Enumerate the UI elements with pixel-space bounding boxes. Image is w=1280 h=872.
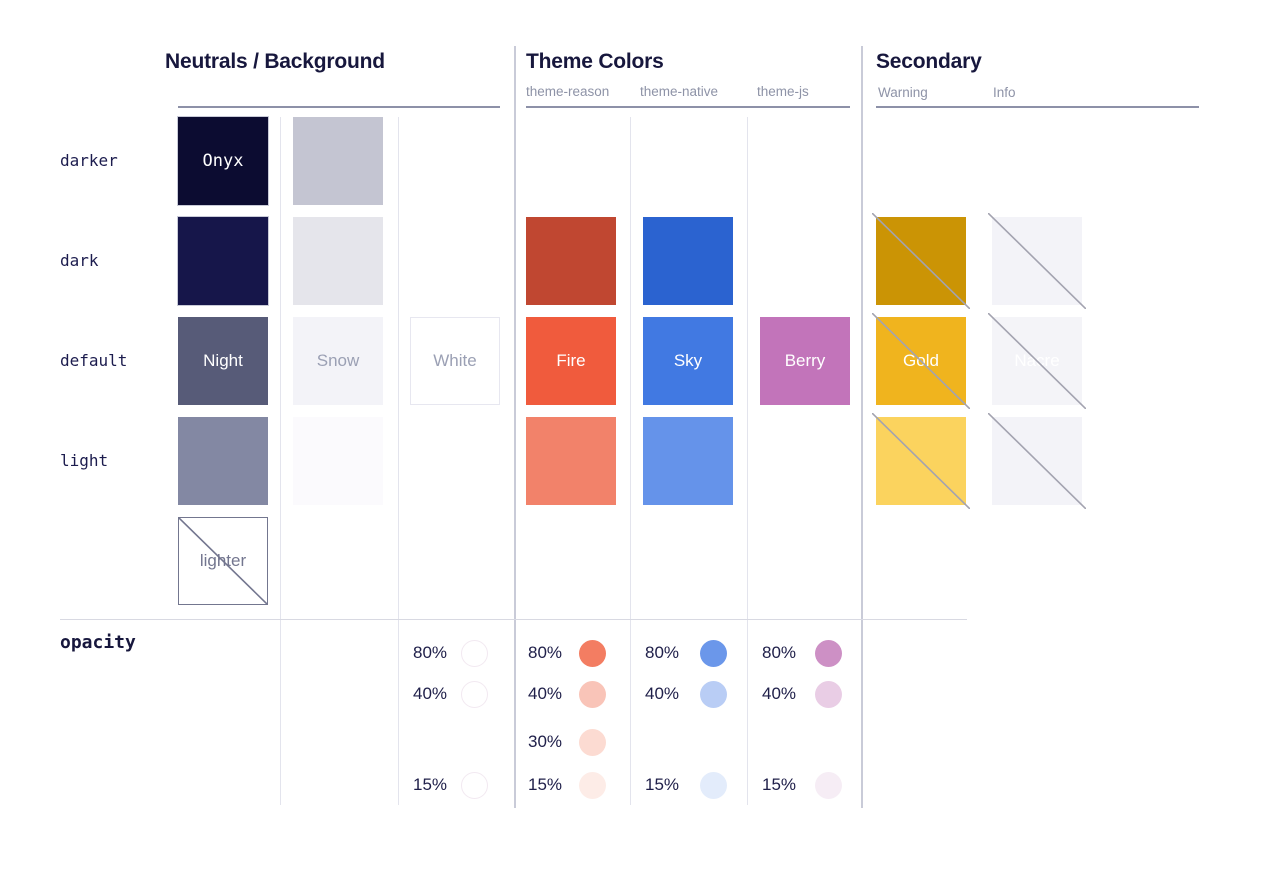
swatch-label-warning: Gold bbox=[903, 351, 939, 370]
swatch-theme-reason-dark bbox=[526, 217, 616, 305]
opacity-dot-fire bbox=[578, 728, 606, 756]
row-label-default: default bbox=[60, 351, 128, 370]
opacity-label: opacity bbox=[60, 632, 136, 653]
swatch-theme-reason-light bbox=[526, 417, 616, 505]
strike-line-icon bbox=[872, 213, 970, 309]
opacity-dot-berry bbox=[814, 771, 842, 799]
opacity-dot-white bbox=[460, 771, 488, 799]
swatch-neutral-muted-dark bbox=[293, 217, 383, 305]
swatch-neutral-primary-lighter: lighter bbox=[178, 517, 268, 605]
subtitle-theme-reason: theme-reason bbox=[526, 84, 610, 99]
subtitle-warning: Warning bbox=[878, 85, 928, 100]
opacity-dot-sky bbox=[699, 771, 727, 799]
swatch-label-neutral-muted: Snow bbox=[316, 351, 360, 370]
row-label-dark: dark bbox=[60, 251, 99, 270]
section-title-secondary: Secondary bbox=[876, 50, 982, 73]
opacity-pct-label-white: 15% bbox=[413, 775, 448, 794]
swatch-theme-native-dark bbox=[643, 217, 733, 305]
section-title-neutrals: Neutrals / Background bbox=[165, 50, 385, 73]
opacity-pct-label-fire: 15% bbox=[528, 775, 563, 794]
opacity-pct-label-berry: 80% bbox=[762, 643, 797, 662]
row-label-darker: darker bbox=[60, 151, 118, 170]
opacity-pct-label-white: 40% bbox=[413, 684, 448, 703]
swatch-label-neutral-primary: Night bbox=[203, 351, 243, 370]
swatch-warning-dark bbox=[872, 213, 970, 309]
swatch-info-light bbox=[988, 413, 1086, 509]
section-divider-left bbox=[514, 46, 516, 808]
section-divider-right bbox=[861, 46, 863, 808]
opacity-dot-white bbox=[460, 680, 488, 708]
opacity-pct-label-fire: 80% bbox=[528, 643, 563, 662]
opacity-dot-berry bbox=[814, 680, 842, 708]
column-divider-1 bbox=[280, 117, 281, 805]
opacity-dot-white bbox=[460, 639, 488, 667]
subtitle-theme-native: theme-native bbox=[640, 84, 719, 99]
swatch-neutral-muted-light bbox=[293, 417, 383, 505]
opacity-dot-sky bbox=[699, 680, 727, 708]
row-label-light: light bbox=[60, 451, 109, 470]
opacity-dot-berry bbox=[814, 639, 842, 667]
strike-line-icon bbox=[988, 413, 1086, 509]
swatch-label-white: White bbox=[433, 351, 477, 370]
strike-line-icon bbox=[988, 213, 1086, 309]
swatch-label-theme-reason: Fire bbox=[556, 351, 586, 370]
swatch-neutral-primary-light bbox=[178, 417, 268, 505]
subtitle-theme-js: theme-js bbox=[757, 84, 809, 99]
column-divider-2 bbox=[398, 117, 399, 805]
swatch-label-theme-js: Berry bbox=[784, 351, 826, 370]
opacity-section-divider bbox=[60, 619, 967, 620]
swatch-warning-default: Gold bbox=[872, 313, 970, 409]
swatch-theme-js-default: Berry bbox=[760, 317, 850, 405]
section-underline-secondary bbox=[876, 106, 1199, 108]
opacity-pct-label-sky: 80% bbox=[645, 643, 680, 662]
swatch-white-default: White bbox=[410, 317, 500, 405]
opacity-pct-label-fire: 30% bbox=[528, 732, 563, 751]
swatch-info-dark bbox=[988, 213, 1086, 309]
section-underline-neutrals bbox=[178, 106, 500, 108]
opacity-pct-label-berry: 40% bbox=[762, 684, 797, 703]
opacity-dot-sky bbox=[699, 639, 727, 667]
opacity-pct-label-sky: 15% bbox=[645, 775, 680, 794]
swatch-theme-native-light bbox=[643, 417, 733, 505]
opacity-pct-label-berry: 15% bbox=[762, 775, 797, 794]
column-divider-3 bbox=[630, 117, 631, 805]
swatch-warning-light bbox=[872, 413, 970, 509]
swatch-label-theme-native: Sky bbox=[673, 351, 703, 370]
column-divider-4 bbox=[747, 117, 748, 805]
opacity-dot-fire bbox=[578, 639, 606, 667]
swatch-label-neutral-primary: Onyx bbox=[202, 151, 244, 171]
opacity-dot-fire bbox=[578, 680, 606, 708]
section-title-theme-colors: Theme Colors bbox=[526, 50, 664, 73]
swatch-neutral-primary-dark bbox=[178, 217, 268, 305]
swatch-neutral-primary-default: Night bbox=[178, 317, 268, 405]
swatch-theme-reason-default: Fire bbox=[526, 317, 616, 405]
swatch-neutral-muted-default: Snow bbox=[293, 317, 383, 405]
swatch-neutral-muted-darker bbox=[293, 117, 383, 205]
swatch-label-neutral-primary: lighter bbox=[199, 551, 247, 570]
swatch-theme-native-default: Sky bbox=[643, 317, 733, 405]
opacity-pct-label-white: 80% bbox=[413, 643, 448, 662]
section-underline-theme-colors bbox=[526, 106, 850, 108]
opacity-pct-label-fire: 40% bbox=[528, 684, 563, 703]
strike-line-icon bbox=[872, 413, 970, 509]
opacity-dot-fire bbox=[578, 771, 606, 799]
subtitle-info: Info bbox=[993, 85, 1016, 100]
swatch-neutral-primary-darker: Onyx bbox=[178, 117, 268, 205]
swatch-label-info: Nacre bbox=[1014, 351, 1060, 370]
opacity-pct-label-sky: 40% bbox=[645, 684, 680, 703]
swatch-info-default: Nacre bbox=[988, 313, 1086, 409]
